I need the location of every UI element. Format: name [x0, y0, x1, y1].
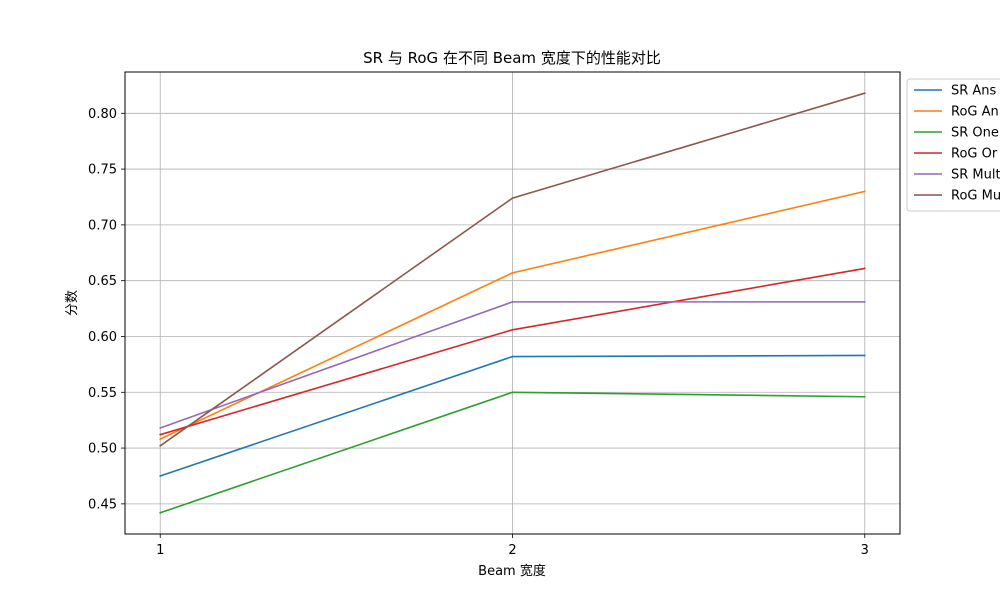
- data-point: [863, 92, 866, 95]
- x-tick-label: 2: [508, 543, 516, 558]
- data-point: [159, 427, 162, 429]
- y-tick-label: 0.75: [88, 163, 117, 178]
- grid-lines: [125, 72, 900, 534]
- series-lines: [159, 92, 866, 514]
- data-point: [863, 300, 866, 303]
- data-point: [511, 391, 514, 394]
- data-point: [159, 433, 162, 436]
- data-point: [863, 190, 866, 193]
- axis-ticks: 0.45 0.50 0.55 0.60 0.65 0.70 0.75 0.80 1 2 3: [88, 107, 869, 558]
- data-point: [511, 355, 514, 358]
- chart-title: SR 与 RoG 在不同 Beam 宽度下的性能对比: [363, 49, 661, 67]
- data-point: [863, 354, 866, 357]
- legend-label: SR One: [951, 126, 999, 141]
- data-point: [511, 300, 514, 303]
- data-point: [511, 328, 514, 331]
- data-point: [863, 267, 866, 270]
- y-tick-label: 0.70: [88, 218, 117, 233]
- y-axis-label: 分数: [65, 290, 80, 316]
- data-point: [159, 475, 162, 477]
- x-axis-label: Beam 宽度: [478, 563, 546, 579]
- y-tick-label: 0.65: [88, 274, 117, 289]
- legend-label: SR Mult: [951, 168, 1000, 183]
- data-point: [511, 271, 514, 274]
- legend-label: RoG Mu: [951, 189, 1000, 204]
- data-point: [159, 438, 162, 441]
- data-point: [511, 197, 514, 200]
- y-tick-label: 0.50: [88, 442, 117, 457]
- legend: SR Ans RoG An SR One RoG Or SR Mult RoG Mu: [906, 78, 1000, 212]
- legend-label: SR Ans: [951, 84, 997, 99]
- y-tick-label: 0.45: [88, 497, 117, 512]
- y-tick-label: 0.60: [88, 330, 117, 345]
- data-point: [159, 511, 162, 514]
- legend-label: RoG Or: [951, 147, 998, 162]
- x-tick-label: 1: [156, 543, 164, 558]
- y-tick-label: 0.55: [88, 386, 117, 401]
- data-point: [159, 444, 162, 447]
- y-tick-label: 0.80: [88, 107, 117, 122]
- x-tick-label: 3: [861, 543, 869, 558]
- legend-label: RoG An: [951, 105, 999, 120]
- data-point: [863, 395, 866, 398]
- legend-box: [906, 78, 1000, 212]
